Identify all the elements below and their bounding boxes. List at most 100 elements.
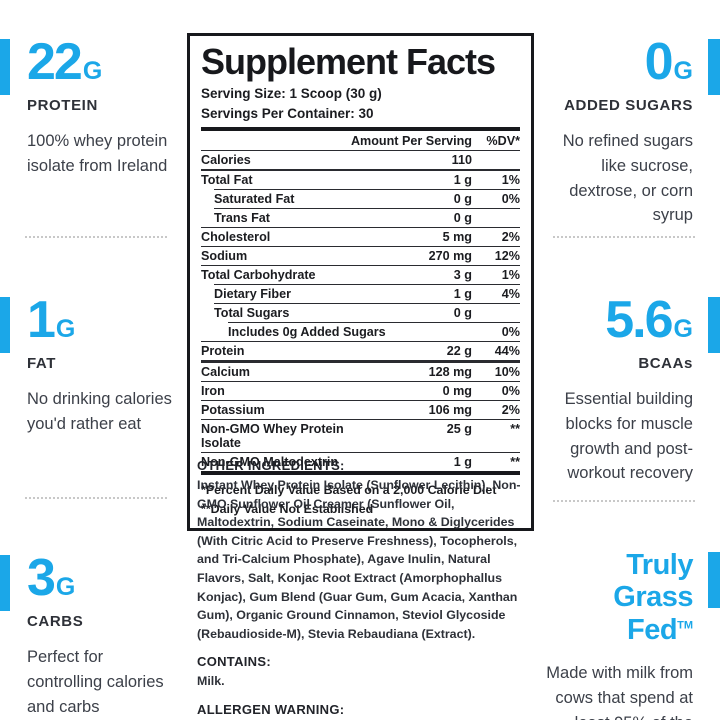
footnote-dv: *Percent Daily Value Based on a 2,000 Ca… <box>201 482 497 497</box>
nutrient-name: Sodium <box>201 248 248 263</box>
facts-row-trans-fat: Trans Fat 0 g <box>214 207 520 227</box>
accent-bar <box>708 39 720 95</box>
header-spacer <box>201 134 312 148</box>
nutrient-name: Cholesterol <box>201 229 271 244</box>
nutrient-dv <box>472 306 520 320</box>
facts-row-potassium: Potassium 106 mg 2% <box>201 399 520 419</box>
servings-per-container: Servings Per Container: 30 <box>201 105 374 121</box>
nutrient-name: Total Sugars <box>214 305 290 320</box>
nutrient-dv: 0% <box>501 191 520 206</box>
divider-bar <box>201 126 520 131</box>
accent-bar <box>0 555 10 611</box>
nutrient-dv <box>472 153 520 167</box>
fat-description: No drinking calories you'd rather eat <box>27 390 172 433</box>
facts-row-sodium: Sodium 270 mg 12% <box>201 245 520 265</box>
nutrient-name: Iron <box>201 383 225 398</box>
facts-row-iron: Iron 0 mg 0% <box>201 380 520 400</box>
nutrient-dv: 44% <box>494 343 520 358</box>
facts-row-saturated-fat: Saturated Fat 0 g 0% <box>214 188 520 208</box>
lower-sections: OTHER INGREDIENTS: Instant Whey Protein … <box>197 458 534 720</box>
accent-bar <box>0 39 10 95</box>
accent-bar <box>708 552 720 608</box>
nutrient-dv: 1% <box>501 267 520 282</box>
facts-row-total-sugars: Total Sugars 0 g <box>214 302 520 322</box>
grass-fed-line2: Grass Fed <box>613 581 693 646</box>
callout-protein: 22G PROTEIN 100% whey protein isolate fr… <box>0 36 186 179</box>
facts-row-calcium: Calcium 128 mg 10% <box>201 359 520 381</box>
protein-label: PROTEIN <box>27 97 98 114</box>
nutrient-name: Potassium <box>201 402 265 417</box>
callout-bcaas: 5.6G BCAAs Essential building blocks for… <box>534 294 720 486</box>
added-sugars-description: No refined sugars like sucrose, dextrose… <box>562 132 693 225</box>
facts-title: Supplement Facts <box>201 41 496 82</box>
amount-column-header: Amount Per Serving <box>350 133 472 148</box>
dotted-divider <box>25 497 167 499</box>
accent-bar <box>708 297 720 353</box>
nutrient-dv: 2% <box>501 229 520 244</box>
callout-carbs: 3G CARBS Perfect for controlling calorie… <box>0 552 186 719</box>
facts-row-total-fat: Total Fat 1 g 1% <box>201 168 520 189</box>
nutrient-dv: 10% <box>494 364 520 379</box>
added-sugars-label: ADDED SUGARS <box>564 97 693 114</box>
facts-footnotes: *Percent Daily Value Based on a 2,000 Ca… <box>201 470 520 519</box>
stat-unit: G <box>55 573 76 601</box>
nutrient-amount: 25 g <box>446 421 472 436</box>
right-callouts-column: 0G ADDED SUGARS No refined sugars like s… <box>534 0 720 720</box>
stat-number: 1 <box>27 291 56 349</box>
stat-number: 3 <box>27 549 56 607</box>
grass-fed-title: Truly Grass FedTM <box>540 549 693 646</box>
nutrient-amount: 1 g <box>453 172 472 187</box>
nutrient-amount: 0 g <box>453 210 472 225</box>
dotted-divider <box>553 500 695 502</box>
nutrient-amount: 110 <box>451 152 472 167</box>
stat-number: 22 <box>27 33 83 91</box>
stat-unit: G <box>673 315 693 343</box>
nutrient-dv: 12% <box>494 248 520 263</box>
dotted-divider <box>25 236 167 238</box>
nutrient-amount: 0 g <box>453 305 472 320</box>
callout-fat: 1G FAT No drinking calories you'd rather… <box>0 294 186 437</box>
nutrient-amount: 22 g <box>446 343 472 358</box>
nutrient-name: Trans Fat <box>214 210 270 225</box>
grass-fed-line1: Truly <box>626 549 693 581</box>
dotted-divider <box>553 236 695 238</box>
other-ingredients-body: Instant Whey Protein Isolate (Sunflower … <box>197 478 521 641</box>
bcaas-description: Essential building blocks for muscle gro… <box>564 390 693 483</box>
nutrient-dv: ** <box>510 421 520 436</box>
nutrient-name: Total Carbohydrate <box>201 267 316 282</box>
facts-row-protein: Protein 22 g 44% <box>201 340 520 360</box>
nutrient-name: Calories <box>201 152 251 167</box>
nutrient-amount: 1 g <box>453 454 472 469</box>
nutrient-amount: 1 g <box>453 286 472 301</box>
serving-size: Serving Size: 1 Scoop (30 g) <box>201 85 382 101</box>
nutrient-name: Non-GMO Maltodextrin <box>201 454 339 469</box>
contains-body: Milk. <box>197 674 225 689</box>
nutrient-dv: 0% <box>501 324 520 339</box>
accent-bar <box>0 297 10 353</box>
dv-column-header: %DV* <box>486 133 520 148</box>
nutrient-amount: 128 mg <box>428 364 472 379</box>
nutrient-amount: 0 g <box>453 191 472 206</box>
added-sugars-stat: 0G <box>540 36 693 88</box>
stat-number: 5.6 <box>605 291 673 349</box>
protein-stat: 22G <box>27 36 176 88</box>
footnote-not-established: **Daily Value Not Established <box>201 502 374 517</box>
nutrient-name: Includes 0g Added Sugars <box>228 324 386 339</box>
protein-description: 100% whey protein isolate from Ireland <box>27 132 168 175</box>
bcaas-stat: 5.6G <box>540 294 693 346</box>
facts-row-cholesterol: Cholesterol 5 mg 2% <box>201 226 520 246</box>
nutrient-dv <box>472 211 520 225</box>
nutrient-dv: 2% <box>501 402 520 417</box>
nutrient-name: Non-GMO Whey Protein Isolate <box>201 421 344 450</box>
facts-row-added-sugars: Includes 0g Added Sugars 0% <box>228 321 520 341</box>
callout-grass-fed: Truly Grass FedTM Made with milk from co… <box>534 549 720 720</box>
left-callouts-column: 22G PROTEIN 100% whey protein isolate fr… <box>0 0 186 720</box>
carbs-stat: 3G <box>27 552 176 604</box>
nutrient-name: Protein <box>201 343 245 358</box>
contains-heading: CONTAINS: <box>197 654 271 670</box>
facts-row-maltodextrin: Non-GMO Maltodextrin 1 g ** <box>201 451 520 471</box>
nutrient-name: Saturated Fat <box>214 191 295 206</box>
other-ingredients-heading: OTHER INGREDIENTS: <box>197 458 345 473</box>
facts-row-dietary-fiber: Dietary Fiber 1 g 4% <box>214 283 520 303</box>
